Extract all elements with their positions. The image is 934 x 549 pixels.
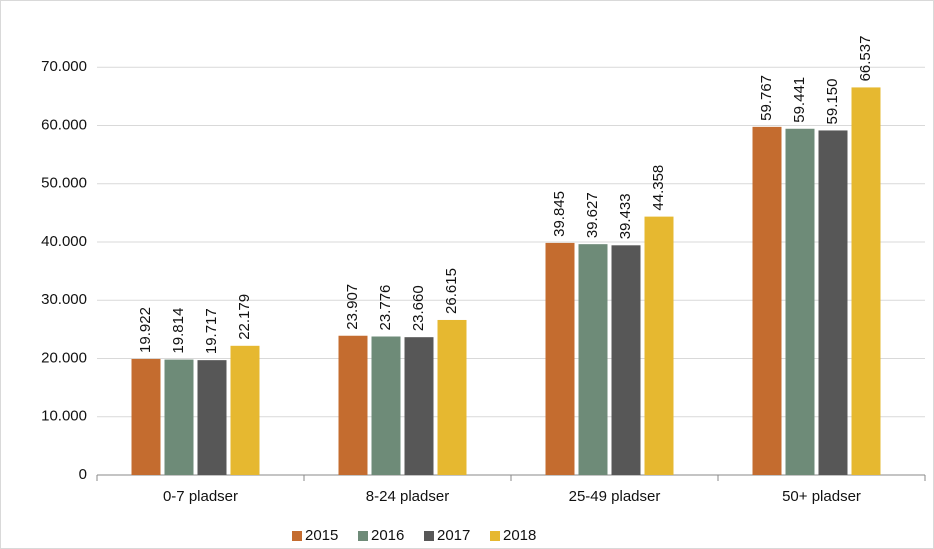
legend-swatch: [358, 531, 368, 541]
bar: [578, 244, 608, 475]
legend-label: 2016: [371, 527, 404, 544]
data-label: 39.433: [617, 193, 634, 239]
y-tick-label: 50.000: [41, 175, 87, 192]
x-tick-label: 8-24 pladser: [366, 488, 449, 505]
data-label: 66.537: [857, 36, 874, 82]
data-label: 19.717: [203, 308, 220, 354]
bar: [785, 128, 815, 476]
legend-swatch: [292, 531, 302, 541]
data-label: 59.150: [824, 79, 841, 125]
data-label: 23.907: [344, 284, 361, 330]
x-tick-label: 25-49 pladser: [569, 488, 661, 505]
bar: [644, 216, 674, 475]
data-label: 22.179: [236, 294, 253, 340]
y-tick-label: 10.000: [41, 408, 87, 425]
legend-label: 2018: [503, 527, 536, 544]
legend-swatch: [424, 531, 434, 541]
bar: [437, 319, 467, 475]
legend-label: 2015: [305, 527, 338, 544]
bar: [545, 242, 575, 475]
bar: [752, 126, 782, 475]
data-label: 19.814: [170, 308, 187, 354]
bar: [338, 335, 368, 475]
legend-label: 2017: [437, 527, 470, 544]
bar: [611, 245, 641, 475]
y-tick-label: 60.000: [41, 116, 87, 133]
bar: [851, 87, 881, 476]
data-label: 23.776: [377, 285, 394, 331]
data-label: 39.627: [584, 192, 601, 238]
y-tick-label: 30.000: [41, 291, 87, 308]
data-label: 23.660: [410, 285, 427, 331]
legend-swatch: [490, 531, 500, 541]
y-tick-label: 20.000: [41, 349, 87, 366]
bar: [197, 360, 227, 475]
bar: [404, 337, 434, 475]
bar: [371, 336, 401, 475]
bar: [164, 359, 194, 475]
data-label: 44.358: [650, 165, 667, 211]
bar: [131, 358, 161, 475]
data-label: 19.922: [137, 307, 154, 353]
data-label: 39.845: [551, 191, 568, 237]
y-tick-label: 70.000: [41, 58, 87, 75]
y-tick-label: 40.000: [41, 233, 87, 250]
data-label: 26.615: [443, 268, 460, 314]
bar: [230, 345, 260, 475]
bar: [818, 130, 848, 476]
x-tick-label: 0-7 pladser: [163, 488, 238, 505]
y-tick-label: 0: [79, 466, 87, 483]
x-tick-label: 50+ pladser: [782, 488, 861, 505]
data-label: 59.767: [758, 75, 775, 121]
data-label: 59.441: [791, 77, 808, 123]
